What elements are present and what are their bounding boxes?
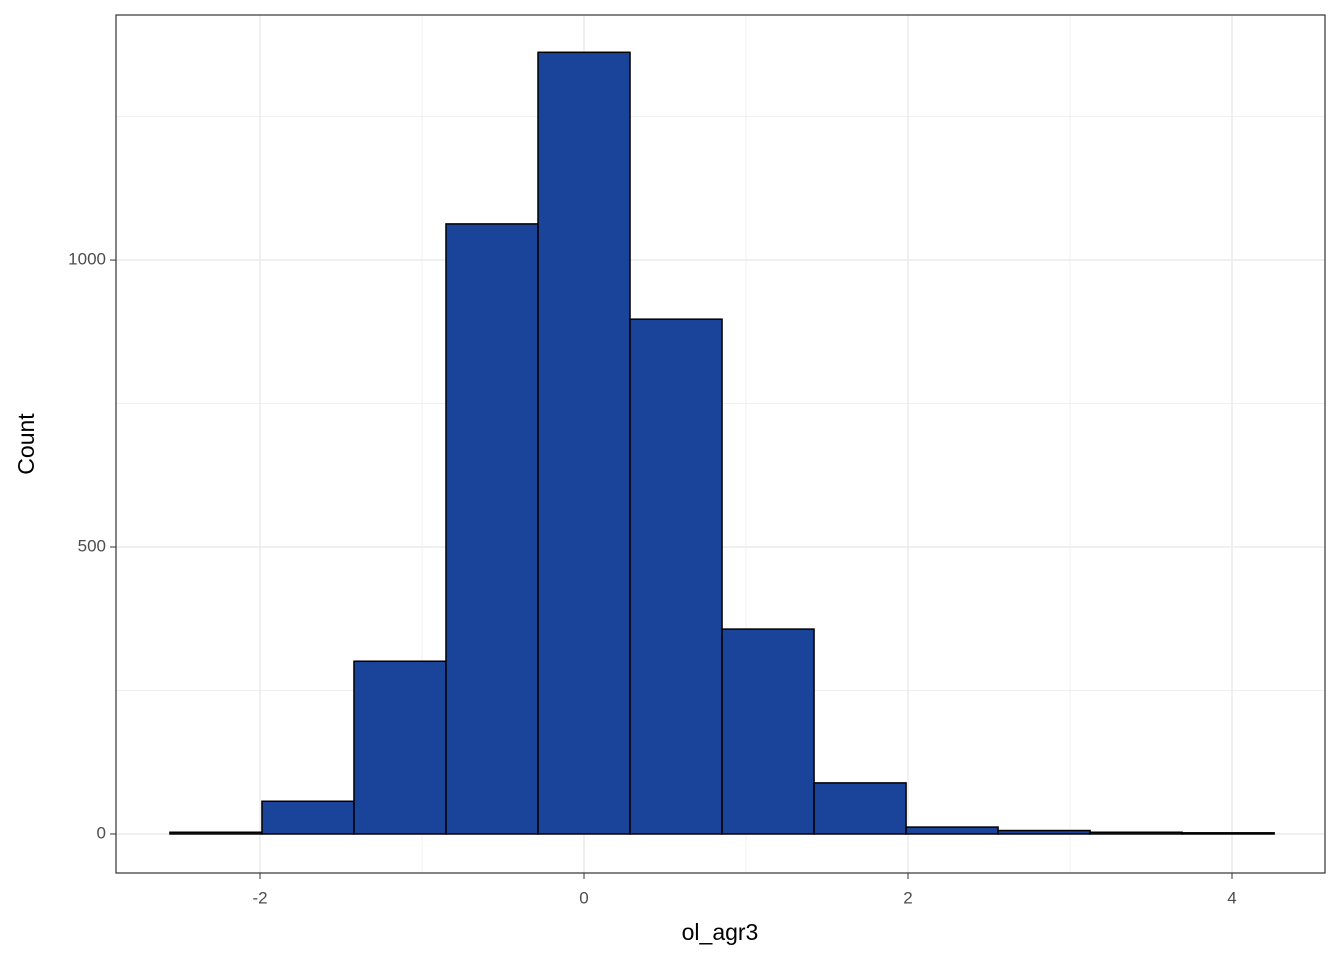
x-tick-label: 2 xyxy=(903,888,912,907)
bar xyxy=(905,826,999,835)
bar xyxy=(1181,832,1275,835)
y-tick-label: 0 xyxy=(97,823,106,842)
bar xyxy=(997,829,1091,835)
y-axis-title: Count xyxy=(13,413,39,475)
bar xyxy=(1089,831,1183,835)
bar xyxy=(537,51,631,835)
panel-border xyxy=(115,14,1326,874)
bar xyxy=(629,318,723,835)
x-tick-label: 4 xyxy=(1227,888,1236,907)
bar xyxy=(721,628,815,835)
bar xyxy=(353,660,447,835)
y-tick-label: 500 xyxy=(78,537,106,556)
bar xyxy=(169,831,263,835)
bar xyxy=(261,800,355,835)
y-tick-label: 1000 xyxy=(68,250,106,269)
bar xyxy=(813,782,907,835)
x-tick-label: -2 xyxy=(252,888,267,907)
x-axis-title: ol_agr3 xyxy=(682,919,759,945)
bar xyxy=(445,223,539,835)
x-tick-label: 0 xyxy=(579,888,588,907)
